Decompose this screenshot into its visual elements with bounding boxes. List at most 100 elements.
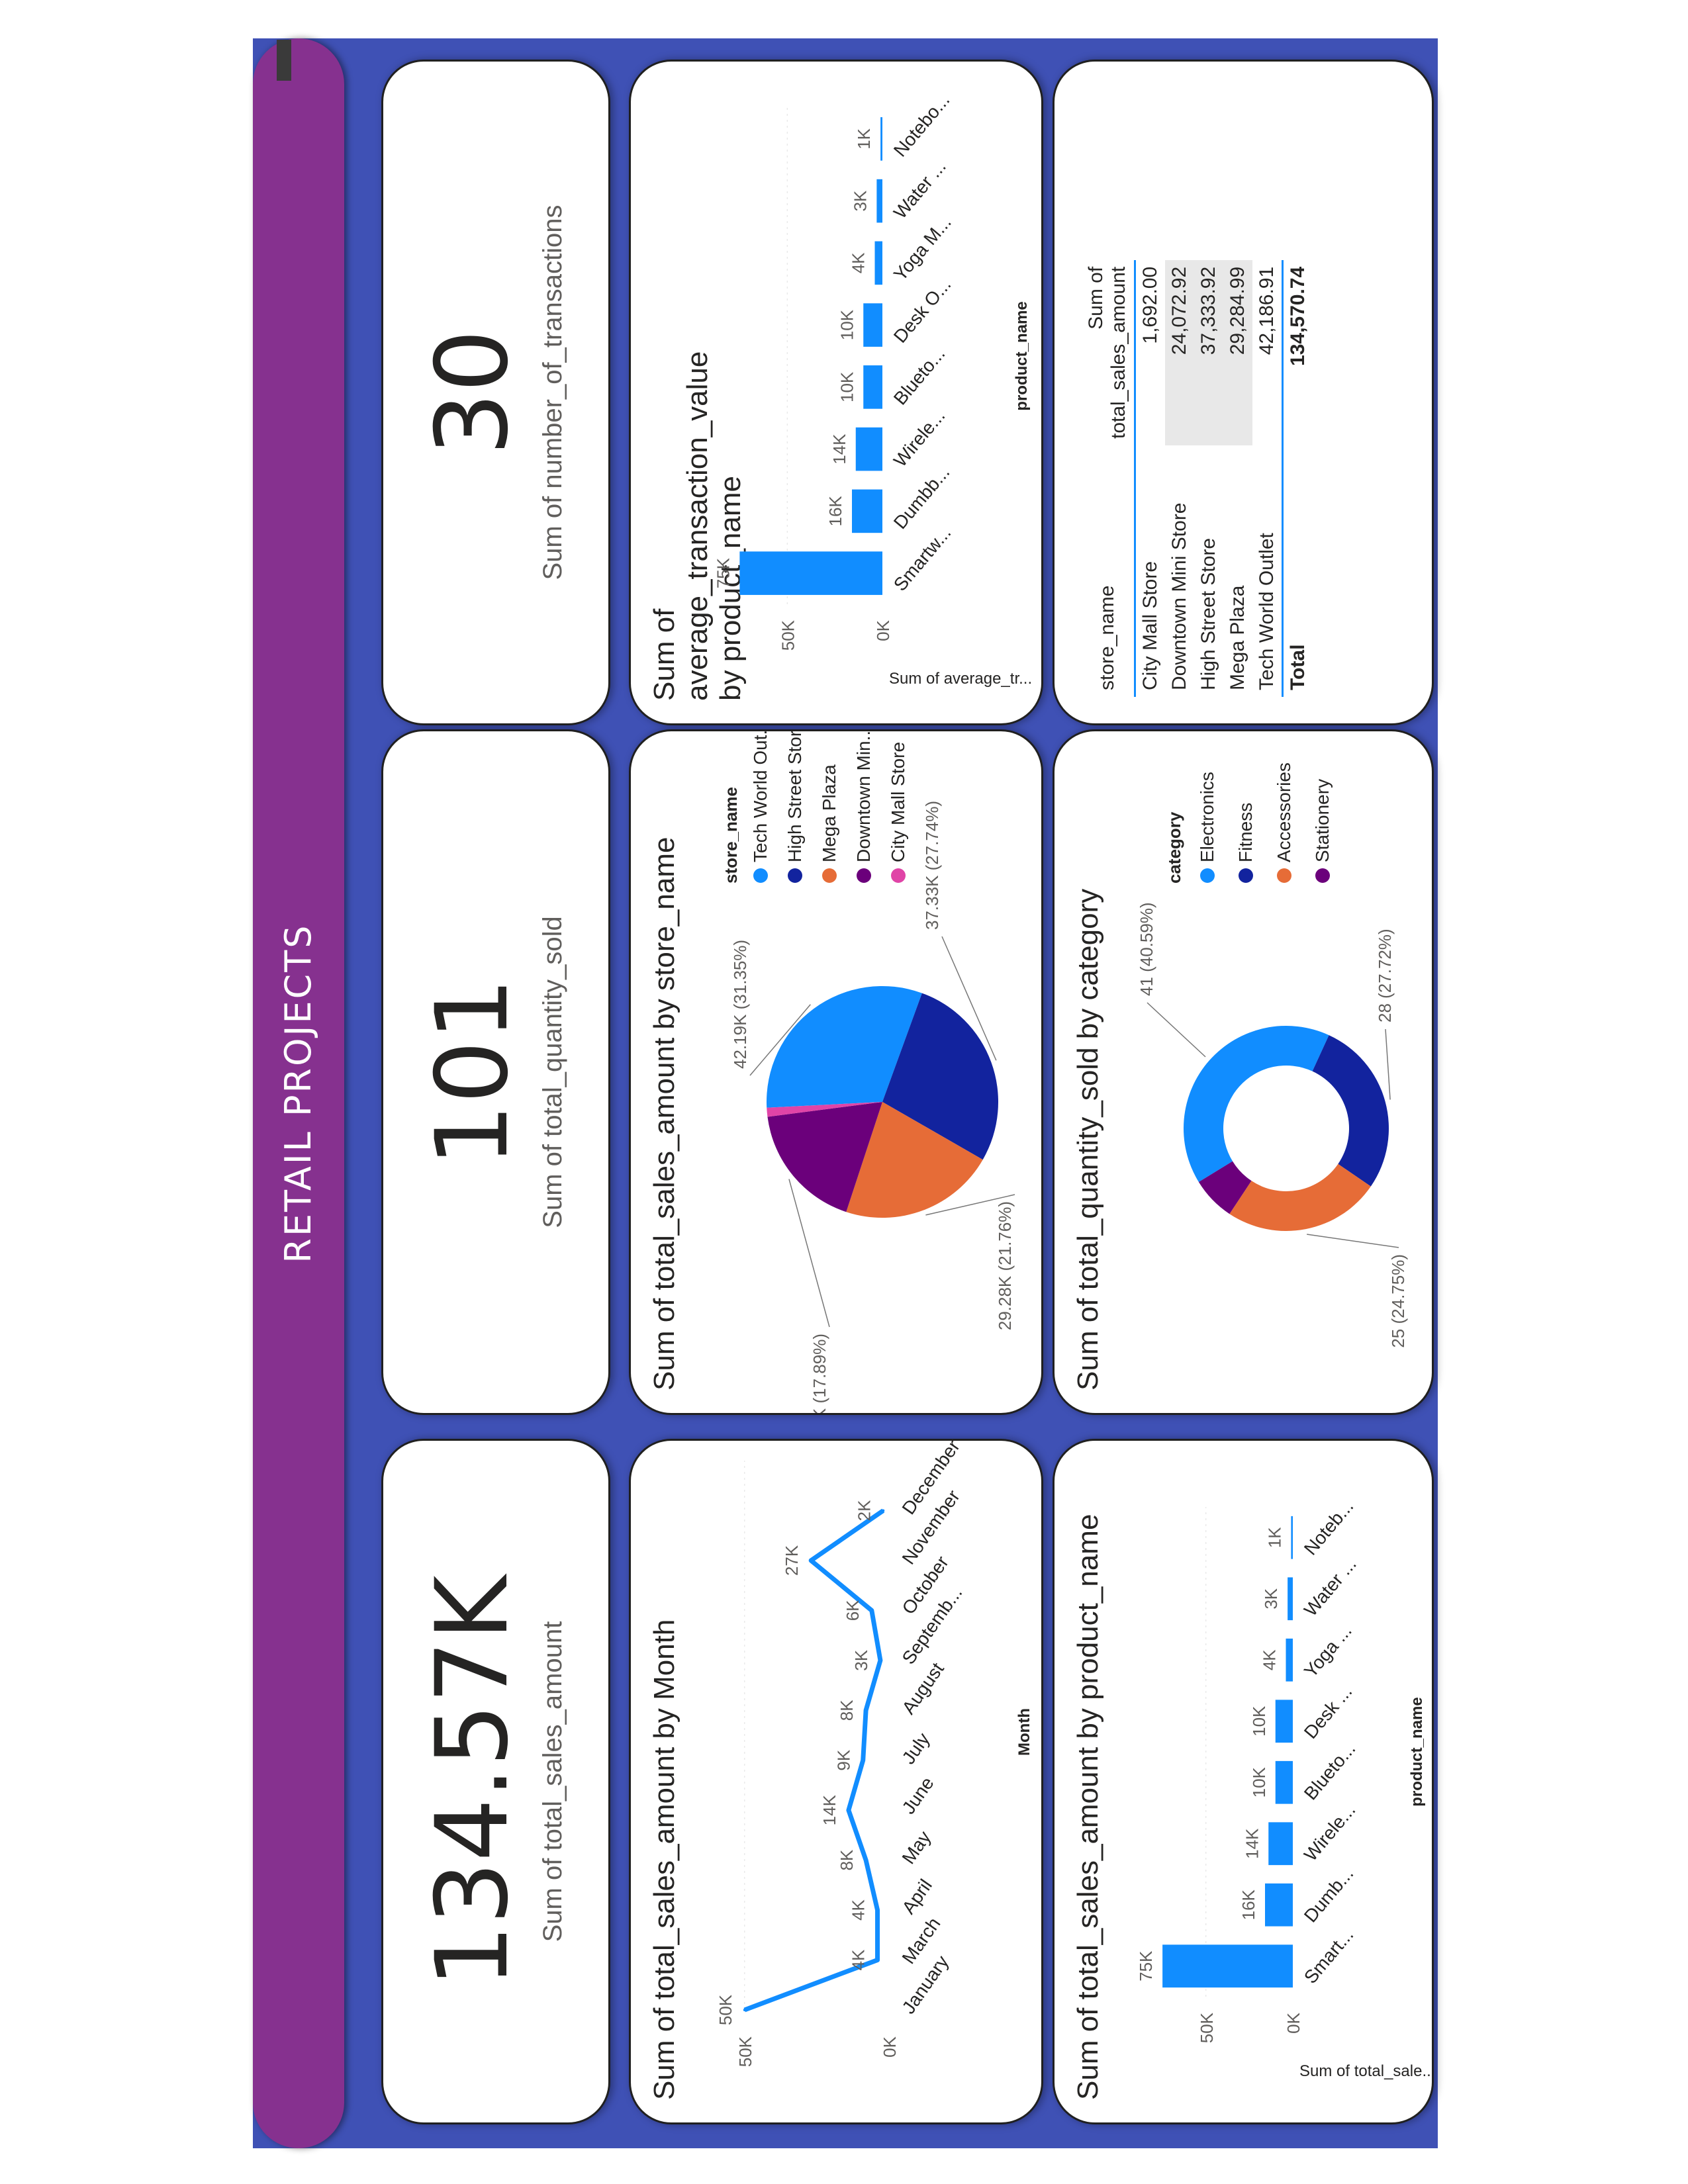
table-row[interactable]: Tech World Outlet 42,186.91 [1252, 259, 1283, 697]
line-chart-card[interactable]: Sum of total_sales_amount by Month 0K 50K… [629, 1439, 1043, 2124]
table-header-store[interactable]: store_name [1081, 445, 1135, 697]
x-tick-label: Desk ... [1300, 1681, 1356, 1743]
bar [1286, 1638, 1293, 1682]
bar [863, 365, 882, 409]
table-row[interactable]: Downtown Mini Store 24,072.92 [1165, 259, 1194, 697]
bar [1291, 1516, 1293, 1559]
x-tick-label: Water ... [1300, 1554, 1360, 1620]
table-cell: Total [1282, 445, 1313, 697]
kpi-card-quantity[interactable]: 101 Sum of total_quantity_sold [381, 729, 610, 1415]
legend-item: Tech World Out... [750, 731, 771, 862]
x-tick-label: Smart... [1300, 1925, 1358, 1987]
avg-bar-chart: 0K 50K Sum of average_tr... 75K Smartw... 16K… [713, 90, 1032, 688]
store-sales-table: store_name Sum of total_sales_amount Cit… [1081, 259, 1313, 697]
table-cell: 134,570.74 [1282, 259, 1313, 445]
legend-item: Accessories [1274, 762, 1294, 862]
x-tick-label: July [898, 1729, 934, 1768]
legend-marker [788, 868, 802, 883]
table-cell: High Street Store [1194, 445, 1223, 697]
table-row[interactable]: Mega Plaza 29,284.99 [1223, 259, 1252, 697]
sales-bar-chart: 0K 50K Sum of total_sale... 75K Smart... 16K D… [1136, 1496, 1432, 2080]
data-label: 14K [1242, 1828, 1262, 1859]
data-label: 25 (24.75%) [1388, 1254, 1408, 1348]
pie-chart-card[interactable]: Sum of total_sales_amount by store_name … [629, 729, 1043, 1415]
kpi-card-sales[interactable]: 134.57K Sum of total_sales_amount [381, 1439, 610, 2124]
data-label: 1K [854, 128, 874, 149]
bar [855, 427, 882, 471]
leader-line [749, 1004, 811, 1076]
kpi-card-transactions[interactable]: 30 Sum of number_of_transactions [381, 60, 610, 725]
legend-marker [1239, 868, 1253, 883]
leader-line [1147, 1002, 1206, 1058]
data-point [876, 1958, 879, 1962]
x-tick-label: Yoga M... [890, 212, 955, 285]
kpi-value: 134.57K [415, 1575, 530, 1988]
data-label: 16K [825, 496, 845, 527]
x-tick-label: Wirele... [1300, 1799, 1360, 1865]
bar [880, 117, 882, 161]
x-tick-label: June [898, 1773, 938, 1818]
data-label: 10K [837, 371, 857, 402]
x-tick-label: April [898, 1876, 937, 1918]
data-label: 8K [837, 1700, 857, 1721]
legend-marker [1277, 868, 1291, 883]
x-tick-label: Smartw... [890, 522, 955, 594]
dashboard-canvas: RETAIL PROJECTS 134.57K Sum of total_sal… [253, 38, 1438, 2148]
x-tick-label: Yoga ... [1300, 1621, 1356, 1682]
pie-slice [846, 1102, 983, 1218]
legend-item: Stationery [1312, 779, 1333, 862]
data-label: 10K [1249, 1766, 1269, 1797]
bar [852, 489, 882, 533]
data-point [876, 1909, 879, 1912]
y-tick-label: 0K [873, 619, 893, 641]
table-cell: 42,186.91 [1252, 259, 1283, 445]
x-tick-label: Blueto... [1300, 1739, 1360, 1804]
bar [1288, 1577, 1293, 1621]
data-label: 1K [1264, 1527, 1284, 1548]
y-axis-title: Sum of total_sale... [1299, 2062, 1432, 2080]
data-point [882, 1509, 885, 1512]
data-label: 3K [850, 190, 870, 211]
table-header-sales[interactable]: Sum of total_sales_amount [1081, 259, 1135, 445]
bar [1162, 1944, 1293, 1988]
kpi-value: 30 [415, 329, 530, 456]
x-axis-title: Month [1015, 1708, 1033, 1756]
x-tick-label: Dumbb... [890, 462, 954, 533]
table-cell: Tech World Outlet [1252, 445, 1283, 697]
data-label: 75K [1136, 1950, 1156, 1981]
avg-bar-chart-card[interactable]: Sum of average_transaction_value by prod… [629, 60, 1043, 725]
legend-marker [1200, 868, 1215, 883]
donut-chart-card[interactable]: Sum of total_quantity_sold by category 4… [1053, 729, 1434, 1415]
focus-mode-handle[interactable] [277, 40, 291, 81]
y-tick-label: 0K [1284, 2012, 1303, 2033]
data-label: 4K [849, 1899, 868, 1921]
x-tick-label: Noteb... [1300, 1496, 1358, 1559]
table-row[interactable]: City Mall Store 1,692.00 [1135, 259, 1165, 697]
sales-bar-chart-card[interactable]: Sum of total_sales_amount by product_nam… [1053, 1439, 1434, 2124]
bar [876, 179, 882, 223]
data-label: 28 (27.72%) [1375, 929, 1395, 1023]
store-table-card[interactable]: store_name Sum of total_sales_amount Cit… [1053, 60, 1434, 725]
y-tick-label: 50K [778, 619, 798, 651]
bar [1268, 1822, 1293, 1866]
data-point [870, 1609, 873, 1612]
x-tick-label: August [898, 1659, 949, 1717]
data-label: 42.19K (31.35%) [730, 940, 750, 1069]
dashboard-stage: RETAIL PROJECTS 134.57K Sum of total_sal… [253, 38, 1438, 2148]
bar [1275, 1760, 1293, 1804]
data-label: 14K [820, 1794, 839, 1825]
bar [863, 303, 882, 347]
donut-slice [1312, 1035, 1389, 1187]
leader-line [788, 1179, 830, 1328]
legend-marker [1315, 868, 1330, 883]
data-label: 10K [837, 309, 857, 340]
data-point [865, 1709, 868, 1712]
table-total-row: Total 134,570.74 [1282, 259, 1313, 697]
data-label: 24.07K (17.89%) [810, 1334, 829, 1413]
x-tick-label: Dumb... [1300, 1863, 1358, 1926]
table-row[interactable]: High Street Store 37,333.92 [1194, 259, 1223, 697]
pie-slice [882, 993, 998, 1160]
legend-marker [891, 868, 906, 883]
data-label: 3K [1261, 1588, 1281, 1609]
